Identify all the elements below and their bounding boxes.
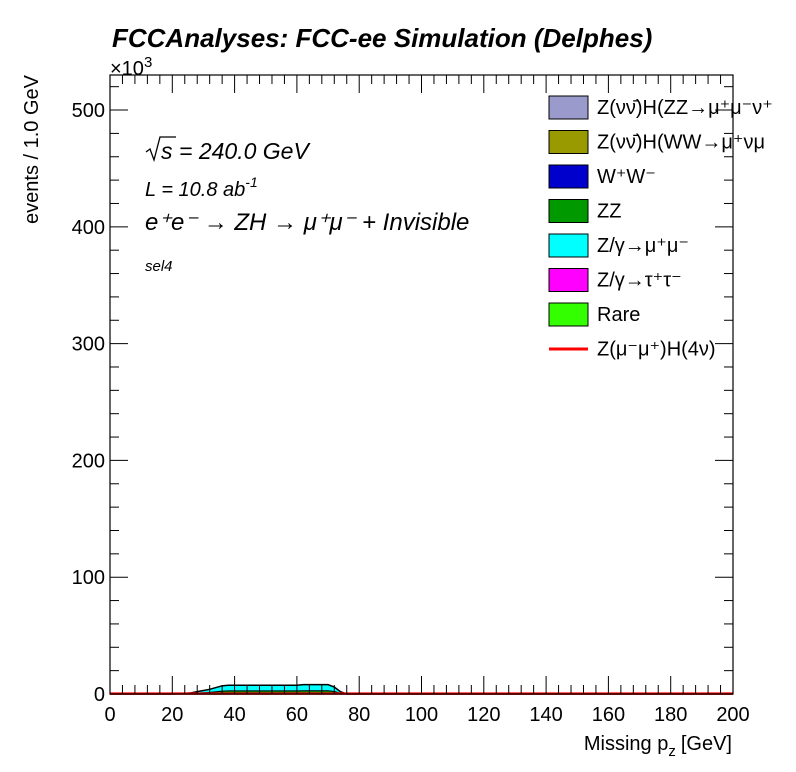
y-axis-label: events / 1.0 GeV	[21, 74, 43, 224]
sqrt-s-text: = 240.0 GeV	[179, 138, 311, 164]
x-tick-label: 60	[286, 704, 308, 726]
legend-item: W⁺W⁻	[548, 164, 656, 189]
legend-item: Z(νν̄)H(WW→μ⁺νμ	[548, 130, 765, 154]
legend-label: Z(μ⁻μ⁺)H(4ν)	[597, 339, 716, 361]
legend-swatch	[548, 233, 589, 258]
lumi-text: L = 10.8 ab	[145, 179, 245, 201]
y-multiplier-base: ×10	[110, 58, 144, 80]
y-tick-label: 100	[72, 567, 105, 589]
sqrt-symbol-icon	[145, 136, 176, 163]
legend-label: W⁺W⁻	[597, 166, 656, 188]
lumi-annotation: L = 10.8 ab-1	[145, 174, 258, 201]
y-tick-label: 200	[72, 450, 105, 472]
legend-item: Z(νν̄)H(ZZ→μ⁺μ⁻ν⁺	[548, 95, 773, 120]
legend-label: Rare	[597, 304, 640, 326]
x-tick-label: 0	[104, 704, 115, 726]
legend-item: Z/γ→τ⁺τ⁻	[548, 268, 682, 292]
chart-title: FCCAnalyses: FCC-ee Simulation (Delphes)	[112, 23, 652, 53]
lumi-exp: -1	[245, 174, 257, 190]
legend-swatch	[548, 130, 589, 154]
y-tick-label: 0	[94, 684, 105, 706]
x-axis-label-sub: z	[668, 743, 676, 760]
annotations: s = 240.0 GeV L = 10.8 ab-1 e⁺e⁻ → ZH → …	[145, 136, 469, 275]
legend-item: Z/γ→μ⁺μ⁻	[548, 233, 689, 258]
selection-annotation: sel4	[145, 258, 173, 275]
x-tick-label: 140	[529, 704, 562, 726]
legend-swatch	[548, 95, 589, 120]
stack-outline	[110, 683, 733, 695]
legend-swatch	[548, 199, 589, 223]
x-axis-label: Missing pz [GeV]	[584, 733, 732, 760]
legend-swatch	[548, 164, 589, 189]
x-axis-label-main: Missing p	[584, 733, 668, 755]
legend: Z(νν̄)H(ZZ→μ⁺μ⁻ν⁺ Z(νν̄)H(WW→μ⁺νμ W⁺W⁻ ZZ Z/…	[548, 95, 773, 361]
legend-label: Z/γ→τ⁺τ⁻	[597, 270, 682, 292]
x-tick-label: 180	[654, 704, 687, 726]
x-tick-label: 100	[405, 704, 438, 726]
process-annotation: e⁺e⁻ → ZH → μ⁺μ⁻ + Invisible	[145, 209, 469, 236]
x-tick-label: 80	[348, 704, 370, 726]
legend-label: ZZ	[597, 201, 621, 223]
legend-label: Z(νν̄)H(ZZ→μ⁺μ⁻ν⁺	[597, 97, 773, 119]
x-tick-label: 160	[592, 704, 625, 726]
sqrt-s-s: s	[161, 138, 173, 164]
sqrt-s-annotation: s = 240.0 GeV	[145, 136, 311, 164]
legend-item: Z(μ⁻μ⁺)H(4ν)	[549, 339, 716, 361]
legend-swatch	[548, 268, 589, 292]
legend-label: Z/γ→μ⁺μ⁻	[597, 235, 689, 257]
x-tick-label: 40	[223, 704, 245, 726]
y-ticks: 0 100 200 300 400 500	[72, 86, 733, 706]
y-multiplier-exp: 3	[144, 54, 152, 71]
y-tick-label: 400	[72, 217, 105, 239]
x-ticks: 0 20 40 60 80 100 120 140 160 180 200	[104, 75, 750, 726]
x-tick-label: 200	[716, 704, 749, 726]
x-axis-label-unit: [GeV]	[681, 733, 732, 755]
y-tick-label: 500	[72, 100, 105, 122]
x-tick-label: 120	[467, 704, 500, 726]
y-tick-label: 300	[72, 334, 105, 356]
y-multiplier: ×103	[110, 54, 152, 80]
legend-swatch	[548, 302, 589, 327]
legend-item: ZZ	[548, 199, 621, 223]
legend-label: Z(νν̄)H(WW→μ⁺νμ	[597, 132, 765, 154]
legend-item: Rare	[548, 302, 640, 327]
x-tick-label: 20	[161, 704, 183, 726]
